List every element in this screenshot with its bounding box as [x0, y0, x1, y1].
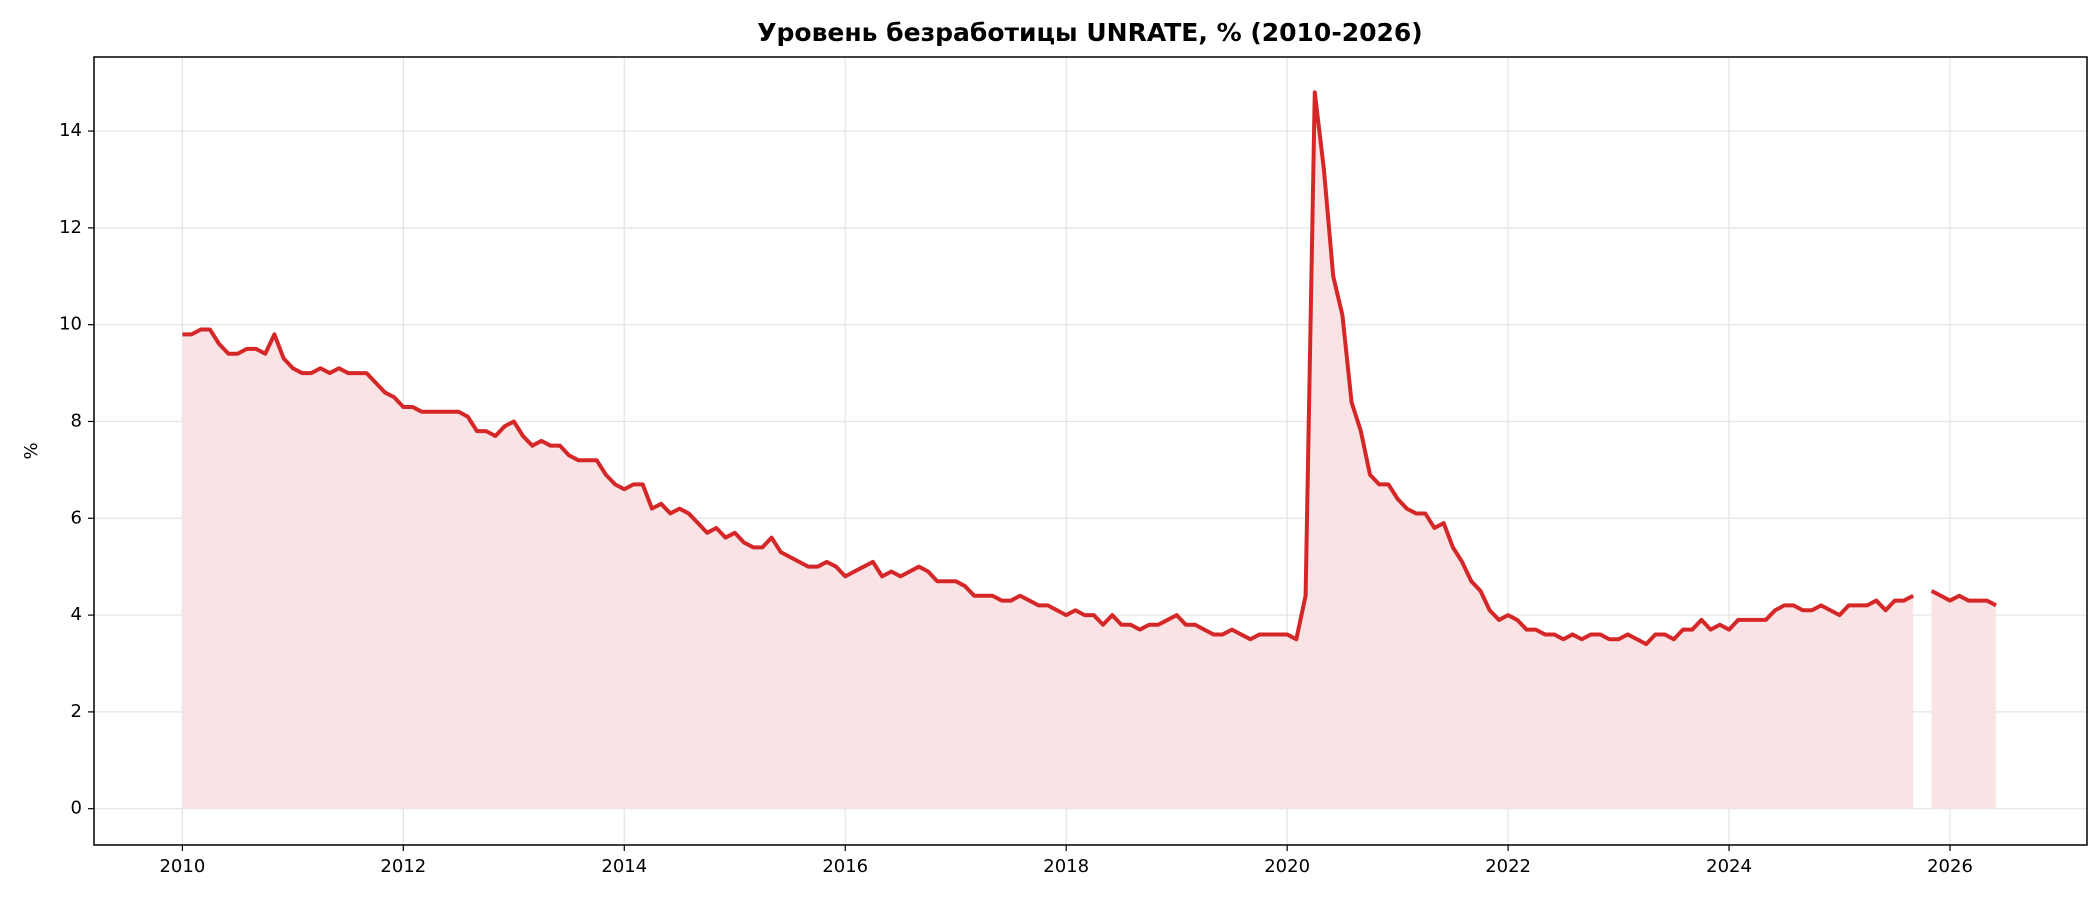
chart-title: Уровень безработицы UNRATE, % (2010-2026…	[757, 18, 1422, 47]
x-tick-label: 2012	[380, 856, 426, 877]
line	[182, 90, 1998, 647]
y-tick-label: 4	[71, 604, 82, 625]
x-tick-label: 2024	[1706, 856, 1752, 877]
x-tick-label: 2026	[1927, 856, 1973, 877]
x-tick-label: 2018	[1043, 856, 1089, 877]
y-tick-label: 10	[59, 314, 82, 335]
area-fill	[182, 92, 1914, 809]
y-axis-label: %	[21, 442, 42, 459]
x-tick-label: 2020	[1264, 856, 1310, 877]
area-fill	[1931, 590, 1997, 809]
x-tick-label: 2010	[159, 856, 205, 877]
x-tick-label: 2022	[1485, 856, 1531, 877]
y-tick-label: 0	[71, 798, 82, 819]
x-tick-label: 2016	[822, 856, 868, 877]
y-tick-label: 8	[71, 410, 82, 431]
y-tick-label: 6	[71, 507, 82, 528]
y-tick-label: 12	[59, 217, 82, 238]
x-tick-label: 2014	[601, 856, 647, 877]
y-tick-label: 14	[59, 120, 82, 141]
y-tick-label: 2	[71, 701, 82, 722]
plot-frame	[93, 56, 2088, 846]
